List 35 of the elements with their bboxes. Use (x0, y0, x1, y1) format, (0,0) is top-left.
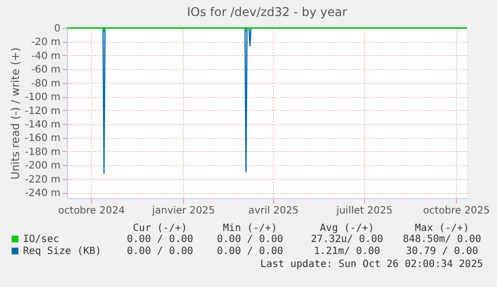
x-tick-label: janvier 2025 (151, 206, 215, 216)
x-tick-label: octobre 2024 (58, 206, 125, 216)
y-tick-label: -120 m (24, 106, 60, 117)
y-tick-label: -100 m (24, 92, 60, 104)
text: 0.00 / 0.00 (126, 246, 194, 257)
y-tick-label: -180 m (24, 146, 60, 158)
text: Last update: Sun Oct 26 02:00:34 2025 (260, 259, 483, 270)
text: 27.32u/ 0.00 (310, 234, 384, 245)
text: Cur (-/+) (132, 223, 188, 234)
y-tick-label: -140 m (24, 119, 60, 130)
text: 0.00 / 0.00 (126, 234, 194, 245)
legend-label: IO/sec (23, 234, 60, 245)
x-tick-label: juillet 2025 (335, 206, 393, 216)
y-tick-label: -200 m (24, 160, 60, 172)
text: Max (-/+) (414, 223, 470, 234)
y-tick-label: -60 m (31, 64, 60, 76)
text: Min (-/+) (222, 223, 278, 234)
legend-label: Req Size (KB) (23, 246, 102, 257)
text: 848.50m/ 0.00 (402, 234, 482, 245)
text: 1.21m/ 0.00 (314, 246, 380, 257)
y-tick-label: -40 m (31, 50, 60, 62)
x-tick-label: octobre 2025 (423, 206, 490, 216)
y-tick-label: -220 m (24, 174, 60, 186)
text: 0.00 / 0.00 (216, 246, 284, 257)
chart-title: IOs for /dev/zd32 - by year (186, 5, 348, 19)
y-tick-label: -240 m (24, 188, 60, 200)
y-tick-label: -160 m (24, 133, 60, 144)
text: 30.79 / 0.00 (406, 246, 478, 257)
y-tick-label: -80 m (31, 78, 60, 90)
y-axis-title: Units read (-) / write (+) (8, 47, 22, 180)
x-tick-label: avril 2025 (248, 206, 299, 216)
y-tick-label: -20 m (31, 37, 60, 48)
text: 0.00 / 0.00 (216, 234, 284, 245)
text: Avg (-/+) (320, 223, 374, 234)
y-tick-label: 0 (54, 24, 60, 34)
